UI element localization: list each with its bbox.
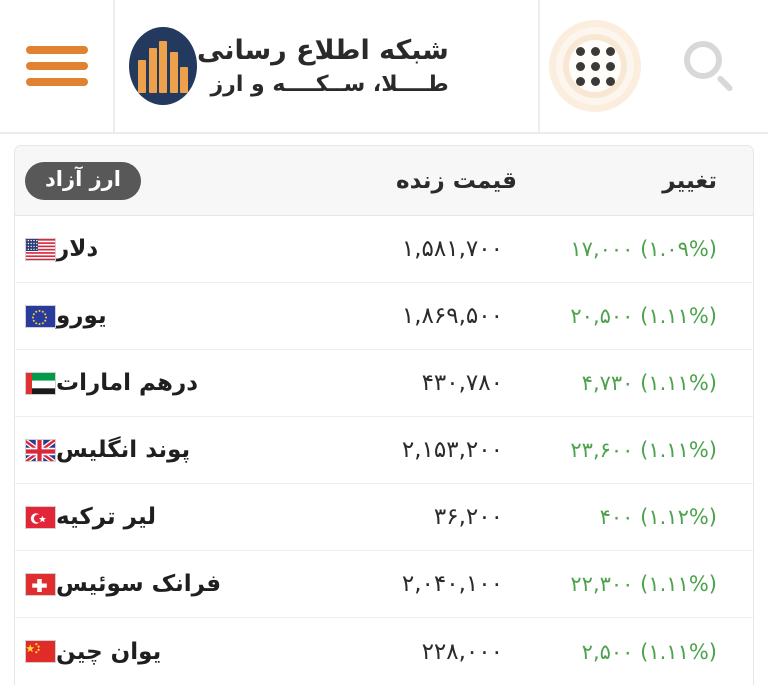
cell-currency-name: درهم امارات	[25, 370, 325, 396]
search-button-cell	[650, 0, 768, 132]
hamburger-bar	[25, 62, 88, 70]
live-price-value: ۱,۵۸۱,۷۰۰	[401, 236, 503, 262]
grid-dot	[605, 76, 615, 86]
cell-currency-name: فرانک سوئیس	[25, 571, 325, 597]
change-value: ۲۲,۳۰۰ (۱.۱۱%)	[570, 572, 717, 596]
live-price-value: ۲۲۸,۰۰۰	[421, 638, 503, 665]
flag-united-kingdom-icon	[25, 438, 56, 462]
brand-block[interactable]: شبکه اطلاع رسانی طــــلا، ســکــــه و ار…	[113, 0, 538, 132]
live-price-value: ۳۶,۲۰۰	[433, 504, 503, 530]
header-cell-price: قیمت زنده	[325, 168, 525, 194]
cell-live-price: ۲,۰۴۰,۱۰۰	[325, 571, 525, 597]
change-value: ۲,۵۰۰ (۱.۱۱%)	[581, 639, 717, 664]
change-value: ۴۰۰ (۱.۱۲%)	[599, 505, 717, 529]
flag-switzerland-icon	[25, 572, 56, 596]
currency-name-label: یورو	[56, 303, 107, 329]
cell-change: ۱۷,۰۰۰ (۱.۰۹%)	[525, 237, 735, 261]
flag-united-states-icon	[25, 237, 56, 261]
change-value: ۲۳,۶۰۰ (۱.۱۱%)	[570, 438, 717, 462]
cell-live-price: ۱,۵۸۱,۷۰۰	[325, 236, 525, 262]
live-price-value: ۲,۰۴۰,۱۰۰	[401, 571, 503, 597]
table-row[interactable]: لیر ترکیه ۳۶,۲۰۰ ۴۰۰ (۱.۱۲%)	[15, 484, 753, 551]
logo-bar	[180, 67, 188, 93]
live-price-value: ۲,۱۵۳,۲۰۰	[401, 437, 503, 463]
change-value: ۴,۷۳۰ (۱.۱۱%)	[581, 371, 717, 395]
table-row[interactable]: یورو ۱,۸۶۹,۵۰۰ ۲۰,۵۰۰ (۱.۱۱%)	[15, 283, 753, 350]
cell-live-price: ۲,۱۵۳,۲۰۰	[325, 437, 525, 463]
logo-bar	[169, 52, 178, 93]
change-value: ۱۷,۰۰۰ (۱.۰۹%)	[570, 237, 717, 261]
column-header-change: تغییر	[662, 167, 717, 194]
table-header-row: ارز آزاد قیمت زنده تغییر	[15, 146, 753, 216]
live-price-value: ۱,۸۶۹,۵۰۰	[401, 303, 503, 329]
cell-change: ۲۳,۶۰۰ (۱.۱۱%)	[525, 438, 735, 462]
currency-name-label: درهم امارات	[56, 370, 199, 396]
search-lens	[684, 41, 722, 79]
search-icon[interactable]	[681, 38, 737, 94]
cell-change: ۲۰,۵۰۰ (۱.۱۱%)	[525, 304, 735, 328]
table-row[interactable]: فرانک سوئیس ۲,۰۴۰,۱۰۰ ۲۲,۳۰۰ (۱.۱۱%)	[15, 551, 753, 618]
live-price-value: ۴۳۰,۷۸۰	[421, 370, 503, 396]
currency-name-label: لیر ترکیه	[56, 504, 156, 530]
site-header: شبکه اطلاع رسانی طــــلا، ســکــــه و ار…	[0, 0, 768, 134]
cell-change: ۴۰۰ (۱.۱۲%)	[525, 505, 735, 529]
cell-live-price: ۱,۸۶۹,۵۰۰	[325, 303, 525, 329]
status-badge-free-currency[interactable]: ارز آزاد	[25, 161, 141, 200]
table-body: دلار ۱,۵۸۱,۷۰۰ ۱۷,۰۰۰ (۱.۰۹%) یورو ۱,۸۶۹…	[15, 216, 753, 685]
flag-china-icon	[25, 640, 56, 663]
grid-dots	[575, 46, 615, 86]
cell-currency-name: لیر ترکیه	[25, 504, 325, 530]
header-cell-change: تغییر	[525, 168, 735, 194]
hamburger-bar	[25, 78, 88, 86]
table-row[interactable]: دلار ۱,۵۸۱,۷۰۰ ۱۷,۰۰۰ (۱.۰۹%)	[15, 216, 753, 283]
grid-dot	[590, 61, 600, 71]
site-logo-icon	[129, 27, 197, 105]
cell-change: ۴,۷۳۰ (۱.۱۱%)	[525, 371, 735, 395]
change-value: ۲۰,۵۰۰ (۱.۱۱%)	[570, 304, 717, 328]
cell-live-price: ۲۲۸,۰۰۰	[325, 639, 525, 665]
flag-european-union-icon	[25, 304, 56, 328]
column-header-price: قیمت زنده	[396, 167, 517, 194]
currency-rates-card: ارز آزاد قیمت زنده تغییر دلار ۱,۵۸۱,۷۰۰ …	[14, 145, 754, 685]
cell-live-price: ۴۳۰,۷۸۰	[325, 370, 525, 396]
apps-button-cell	[538, 0, 650, 132]
flag-turkey-icon	[25, 505, 56, 529]
menu-button-cell	[0, 0, 113, 132]
table-row[interactable]: یوان چین ۲۲۸,۰۰۰ ۲,۵۰۰ (۱.۱۱%)	[15, 618, 753, 685]
grid-dot	[605, 61, 615, 71]
logo-bar	[159, 41, 167, 93]
currency-name-label: دلار	[56, 236, 99, 262]
cell-currency-name: دلار	[25, 236, 325, 262]
currency-name-label: فرانک سوئیس	[56, 571, 222, 597]
logo-bar	[148, 48, 157, 93]
cell-change: ۲,۵۰۰ (۱.۱۱%)	[525, 640, 735, 664]
logo-bars	[138, 41, 188, 93]
header-cell-market: ارز آزاد	[25, 161, 325, 200]
grid-dot	[590, 46, 600, 56]
currency-name-label: پوند انگلیس	[56, 437, 191, 463]
hamburger-menu-icon[interactable]	[25, 46, 88, 86]
search-handle	[716, 74, 734, 93]
table-row[interactable]: درهم امارات ۴۳۰,۷۸۰ ۴,۷۳۰ (۱.۱۱%)	[15, 350, 753, 417]
grid-dot	[575, 76, 585, 86]
cell-live-price: ۳۶,۲۰۰	[325, 504, 525, 530]
grid-apps-icon[interactable]	[549, 20, 641, 112]
grid-dot	[605, 46, 615, 56]
grid-dot	[575, 61, 585, 71]
cell-currency-name: یورو	[25, 303, 325, 329]
cell-currency-name: یوان چین	[25, 639, 325, 665]
cell-currency-name: پوند انگلیس	[25, 437, 325, 463]
hamburger-bar	[25, 46, 88, 54]
logo-bar	[138, 60, 146, 93]
brand-text: شبکه اطلاع رسانی طــــلا، ســکــــه و ار…	[197, 33, 449, 100]
table-row[interactable]: پوند انگلیس ۲,۱۵۳,۲۰۰ ۲۳,۶۰۰ (۱.۱۱%)	[15, 417, 753, 484]
flag-united-arab-emirates-icon	[25, 371, 56, 395]
currency-name-label: یوان چین	[56, 638, 162, 665]
brand-title: شبکه اطلاع رسانی	[197, 34, 449, 66]
brand-subtitle: طــــلا، ســکــــه و ارز	[210, 72, 449, 98]
grid-dot	[575, 46, 585, 56]
cell-change: ۲۲,۳۰۰ (۱.۱۱%)	[525, 572, 735, 596]
grid-dot	[590, 76, 600, 86]
